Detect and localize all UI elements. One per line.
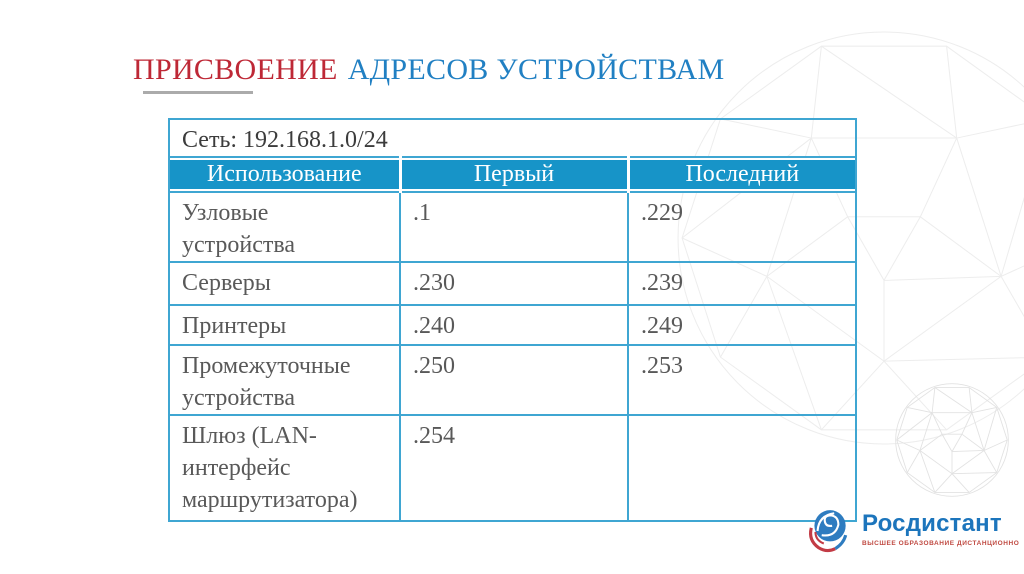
usage-cell: Серверы (168, 261, 401, 306)
usage-cell: Промежуточные устройства (168, 344, 401, 416)
rosdistant-logo-text: Росдистант ВЫСШЕЕ ОБРАЗОВАНИЕ ДИСТАНЦИОН… (862, 510, 1020, 548)
rosdistant-logo: Росдистант ВЫСШЕЕ ОБРАЗОВАНИЕ ДИСТАНЦИОН… (804, 506, 1019, 556)
slide-title-rest: АДРЕСОВ УСТРОЙСТВАМ (347, 53, 725, 86)
first-cell: .240 (399, 304, 629, 346)
col-header-first: Первый (398, 156, 630, 193)
table-row: Шлюз (LAN-интерфейс маршрутизатора) .254 (168, 414, 858, 522)
first-cell: .230 (399, 261, 629, 306)
first-cell: .254 (399, 414, 629, 522)
title-underline (143, 91, 253, 94)
slide-title: ПРИСВОЕНИЕ АДРЕСОВ УСТРОЙСТВАМ (133, 53, 724, 87)
last-cell: .229 (626, 191, 858, 263)
slide-title-first-word: ПРИСВОЕНИЕ (133, 53, 338, 86)
first-cell: .250 (399, 344, 629, 416)
logo-tagline: ВЫСШЕЕ ОБРАЗОВАНИЕ ДИСТАНЦИОННО (862, 540, 1020, 547)
network-row: Сеть: 192.168.1.0/24 (167, 118, 858, 158)
usage-cell: Узловые устройства (168, 191, 401, 263)
last-cell (626, 414, 858, 522)
last-cell: .239 (626, 261, 858, 306)
first-cell: .1 (399, 191, 629, 263)
usage-cell: Принтеры (168, 304, 401, 346)
col-header-usage: Использование (168, 156, 402, 193)
network-label: Сеть: 192.168.1.0/24 (167, 118, 858, 158)
logo-name: Росдистант (862, 510, 1002, 537)
header-row: Использование Первый Последний (168, 156, 858, 193)
col-header-last: Последний (626, 156, 858, 193)
table-row: Принтеры .240 .249 (168, 304, 858, 346)
table-row: Узловые устройства .1 .229 (168, 191, 858, 263)
last-cell: .249 (626, 304, 858, 346)
background-sphere-small-icon (895, 383, 1009, 497)
table-row: Серверы .230 .239 (168, 261, 858, 306)
table-row: Промежуточные устройства .250 .253 (168, 344, 858, 416)
rosdistant-logo-icon (809, 510, 848, 553)
usage-cell: Шлюз (LAN-интерфейс маршрутизатора) (168, 414, 401, 522)
address-table: Сеть: 192.168.1.0/24 Использование Первы… (167, 118, 858, 522)
last-cell: .253 (626, 344, 858, 416)
